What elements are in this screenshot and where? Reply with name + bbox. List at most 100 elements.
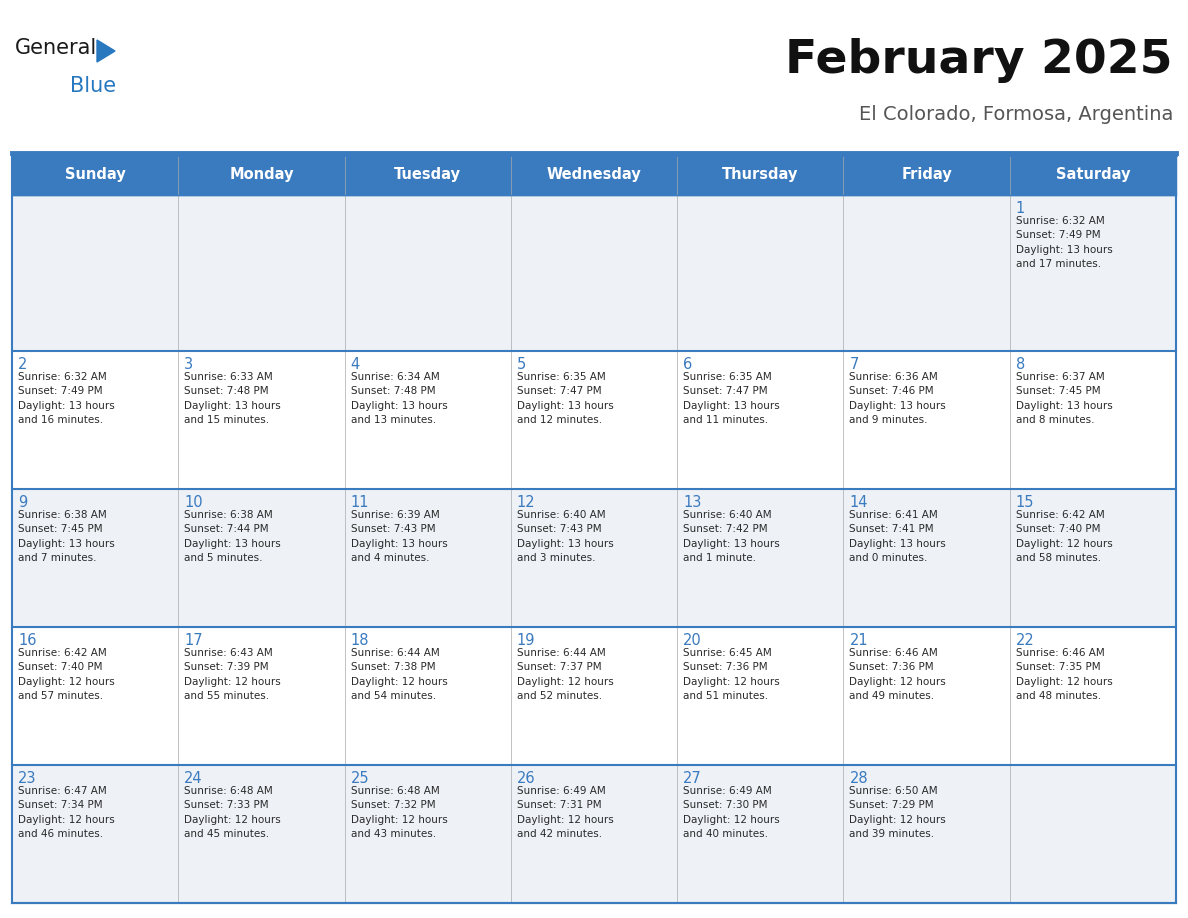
Text: 17: 17 — [184, 633, 203, 648]
Text: Sunrise: 6:46 AM
Sunset: 7:35 PM
Daylight: 12 hours
and 48 minutes.: Sunrise: 6:46 AM Sunset: 7:35 PM Dayligh… — [1016, 648, 1112, 701]
Bar — [1010, 351, 1176, 488]
Text: Sunrise: 6:44 AM
Sunset: 7:37 PM
Daylight: 12 hours
and 52 minutes.: Sunrise: 6:44 AM Sunset: 7:37 PM Dayligh… — [517, 648, 614, 701]
Bar — [178, 765, 345, 903]
Text: Sunrise: 6:35 AM
Sunset: 7:47 PM
Daylight: 13 hours
and 12 minutes.: Sunrise: 6:35 AM Sunset: 7:47 PM Dayligh… — [517, 372, 614, 425]
Bar — [178, 351, 345, 488]
Bar — [1010, 627, 1176, 765]
Text: 22: 22 — [1016, 633, 1035, 648]
Bar — [677, 488, 843, 627]
Text: 28: 28 — [849, 771, 868, 786]
Text: Sunrise: 6:41 AM
Sunset: 7:41 PM
Daylight: 13 hours
and 0 minutes.: Sunrise: 6:41 AM Sunset: 7:41 PM Dayligh… — [849, 509, 946, 563]
Text: Sunrise: 6:40 AM
Sunset: 7:43 PM
Daylight: 13 hours
and 3 minutes.: Sunrise: 6:40 AM Sunset: 7:43 PM Dayligh… — [517, 509, 614, 563]
Text: Sunrise: 6:33 AM
Sunset: 7:48 PM
Daylight: 13 hours
and 15 minutes.: Sunrise: 6:33 AM Sunset: 7:48 PM Dayligh… — [184, 372, 282, 425]
Text: Sunrise: 6:37 AM
Sunset: 7:45 PM
Daylight: 13 hours
and 8 minutes.: Sunrise: 6:37 AM Sunset: 7:45 PM Dayligh… — [1016, 372, 1112, 425]
Text: Sunrise: 6:42 AM
Sunset: 7:40 PM
Daylight: 12 hours
and 57 minutes.: Sunrise: 6:42 AM Sunset: 7:40 PM Dayligh… — [18, 648, 115, 701]
Text: Saturday: Saturday — [1056, 167, 1130, 183]
Bar — [178, 195, 345, 351]
Text: 6: 6 — [683, 357, 693, 372]
Text: 7: 7 — [849, 357, 859, 372]
Text: Sunrise: 6:44 AM
Sunset: 7:38 PM
Daylight: 12 hours
and 54 minutes.: Sunrise: 6:44 AM Sunset: 7:38 PM Dayligh… — [350, 648, 448, 701]
Bar — [345, 351, 511, 488]
Text: 15: 15 — [1016, 495, 1035, 509]
Text: Sunrise: 6:32 AM
Sunset: 7:49 PM
Daylight: 13 hours
and 16 minutes.: Sunrise: 6:32 AM Sunset: 7:49 PM Dayligh… — [18, 372, 115, 425]
Text: 8: 8 — [1016, 357, 1025, 372]
Text: Sunrise: 6:48 AM
Sunset: 7:33 PM
Daylight: 12 hours
and 45 minutes.: Sunrise: 6:48 AM Sunset: 7:33 PM Dayligh… — [184, 786, 282, 839]
Text: Sunrise: 6:32 AM
Sunset: 7:49 PM
Daylight: 13 hours
and 17 minutes.: Sunrise: 6:32 AM Sunset: 7:49 PM Dayligh… — [1016, 216, 1112, 269]
Text: Sunrise: 6:50 AM
Sunset: 7:29 PM
Daylight: 12 hours
and 39 minutes.: Sunrise: 6:50 AM Sunset: 7:29 PM Dayligh… — [849, 786, 946, 839]
Text: February 2025: February 2025 — [785, 38, 1173, 83]
Text: Sunrise: 6:48 AM
Sunset: 7:32 PM
Daylight: 12 hours
and 43 minutes.: Sunrise: 6:48 AM Sunset: 7:32 PM Dayligh… — [350, 786, 448, 839]
Bar — [12, 351, 178, 488]
Text: 14: 14 — [849, 495, 868, 509]
Bar — [511, 765, 677, 903]
Bar — [12, 765, 178, 903]
Text: 20: 20 — [683, 633, 702, 648]
Text: 19: 19 — [517, 633, 536, 648]
Text: 2: 2 — [18, 357, 27, 372]
Text: Sunrise: 6:46 AM
Sunset: 7:36 PM
Daylight: 12 hours
and 49 minutes.: Sunrise: 6:46 AM Sunset: 7:36 PM Dayligh… — [849, 648, 946, 701]
Text: 26: 26 — [517, 771, 536, 786]
Text: 3: 3 — [184, 357, 194, 372]
Bar — [345, 627, 511, 765]
Text: 12: 12 — [517, 495, 536, 509]
Text: 24: 24 — [184, 771, 203, 786]
Text: 9: 9 — [18, 495, 27, 509]
Bar — [843, 765, 1010, 903]
Bar — [1010, 195, 1176, 351]
Bar — [677, 627, 843, 765]
Bar — [511, 627, 677, 765]
Bar — [677, 765, 843, 903]
Bar — [345, 765, 511, 903]
Text: 11: 11 — [350, 495, 369, 509]
Text: El Colorado, Formosa, Argentina: El Colorado, Formosa, Argentina — [859, 105, 1173, 124]
Bar — [178, 627, 345, 765]
Bar — [345, 195, 511, 351]
Text: General: General — [15, 38, 97, 58]
Text: Wednesday: Wednesday — [546, 167, 642, 183]
Text: Sunrise: 6:43 AM
Sunset: 7:39 PM
Daylight: 12 hours
and 55 minutes.: Sunrise: 6:43 AM Sunset: 7:39 PM Dayligh… — [184, 648, 282, 701]
Bar — [511, 488, 677, 627]
Text: Sunrise: 6:49 AM
Sunset: 7:31 PM
Daylight: 12 hours
and 42 minutes.: Sunrise: 6:49 AM Sunset: 7:31 PM Dayligh… — [517, 786, 614, 839]
Bar — [12, 627, 178, 765]
Text: 18: 18 — [350, 633, 369, 648]
Bar — [843, 488, 1010, 627]
Bar — [511, 195, 677, 351]
Text: Sunrise: 6:49 AM
Sunset: 7:30 PM
Daylight: 12 hours
and 40 minutes.: Sunrise: 6:49 AM Sunset: 7:30 PM Dayligh… — [683, 786, 779, 839]
Bar — [12, 488, 178, 627]
Bar — [12, 195, 178, 351]
Text: Sunrise: 6:38 AM
Sunset: 7:45 PM
Daylight: 13 hours
and 7 minutes.: Sunrise: 6:38 AM Sunset: 7:45 PM Dayligh… — [18, 509, 115, 563]
Text: Sunday: Sunday — [65, 167, 126, 183]
Text: Sunrise: 6:42 AM
Sunset: 7:40 PM
Daylight: 12 hours
and 58 minutes.: Sunrise: 6:42 AM Sunset: 7:40 PM Dayligh… — [1016, 509, 1112, 563]
Bar — [843, 351, 1010, 488]
Text: Tuesday: Tuesday — [394, 167, 461, 183]
Text: Blue: Blue — [70, 76, 116, 96]
Text: 5: 5 — [517, 357, 526, 372]
Bar — [511, 351, 677, 488]
Bar — [843, 195, 1010, 351]
Text: Friday: Friday — [902, 167, 952, 183]
Polygon shape — [97, 40, 115, 62]
Text: Sunrise: 6:34 AM
Sunset: 7:48 PM
Daylight: 13 hours
and 13 minutes.: Sunrise: 6:34 AM Sunset: 7:48 PM Dayligh… — [350, 372, 448, 425]
Text: Monday: Monday — [229, 167, 293, 183]
Text: 27: 27 — [683, 771, 702, 786]
Bar — [677, 195, 843, 351]
Text: 16: 16 — [18, 633, 37, 648]
Text: Sunrise: 6:35 AM
Sunset: 7:47 PM
Daylight: 13 hours
and 11 minutes.: Sunrise: 6:35 AM Sunset: 7:47 PM Dayligh… — [683, 372, 779, 425]
Bar — [1010, 488, 1176, 627]
Text: 13: 13 — [683, 495, 702, 509]
Text: Sunrise: 6:39 AM
Sunset: 7:43 PM
Daylight: 13 hours
and 4 minutes.: Sunrise: 6:39 AM Sunset: 7:43 PM Dayligh… — [350, 509, 448, 563]
Text: 21: 21 — [849, 633, 868, 648]
Bar — [843, 627, 1010, 765]
Text: Thursday: Thursday — [722, 167, 798, 183]
Bar — [12, 155, 1176, 195]
Text: Sunrise: 6:40 AM
Sunset: 7:42 PM
Daylight: 13 hours
and 1 minute.: Sunrise: 6:40 AM Sunset: 7:42 PM Dayligh… — [683, 509, 779, 563]
Text: 10: 10 — [184, 495, 203, 509]
Text: 23: 23 — [18, 771, 37, 786]
Bar — [677, 351, 843, 488]
Text: 1: 1 — [1016, 201, 1025, 216]
Text: Sunrise: 6:45 AM
Sunset: 7:36 PM
Daylight: 12 hours
and 51 minutes.: Sunrise: 6:45 AM Sunset: 7:36 PM Dayligh… — [683, 648, 779, 701]
Bar — [1010, 765, 1176, 903]
Text: Sunrise: 6:36 AM
Sunset: 7:46 PM
Daylight: 13 hours
and 9 minutes.: Sunrise: 6:36 AM Sunset: 7:46 PM Dayligh… — [849, 372, 946, 425]
Text: 25: 25 — [350, 771, 369, 786]
Text: Sunrise: 6:38 AM
Sunset: 7:44 PM
Daylight: 13 hours
and 5 minutes.: Sunrise: 6:38 AM Sunset: 7:44 PM Dayligh… — [184, 509, 282, 563]
